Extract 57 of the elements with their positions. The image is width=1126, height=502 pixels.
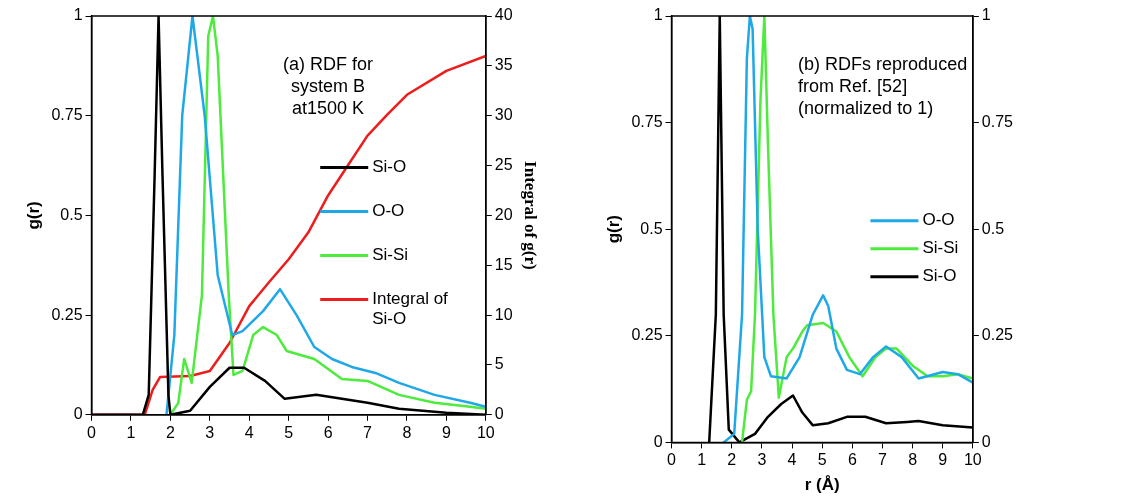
y2-tick-label: 25	[494, 155, 513, 173]
x-tick-label: 10	[476, 423, 495, 441]
x-tick-label: 4	[787, 451, 797, 469]
y-tick-label: 0.5	[60, 205, 83, 223]
y2-tick-label: 1	[981, 6, 991, 24]
x-tick-label: 3	[205, 423, 215, 441]
legend-label: Integral of Si-O	[372, 289, 449, 329]
x-tick-label: 3	[757, 451, 767, 469]
y-axis-title: g(r)	[23, 201, 43, 230]
y2-tick-label: 10	[494, 305, 513, 323]
x-tick-label: 7	[363, 423, 373, 441]
y2-tick-label: 0.5	[981, 219, 1005, 237]
x-tick-label: 6	[847, 451, 857, 469]
y-tick-label: 0.75	[631, 113, 663, 131]
legend-label: Si-Si	[372, 245, 409, 265]
y2-tick-label: 0.75	[981, 113, 1014, 131]
x-tick-label: 9	[441, 423, 451, 441]
x-tick-label: 0	[667, 451, 677, 469]
x-tick-label: 10	[963, 451, 982, 469]
legend-label: Si-Si	[922, 238, 959, 258]
y2-tick-label: 40	[494, 6, 513, 24]
y-tick-label: 0.25	[631, 326, 663, 344]
y-tick-label: 0.25	[51, 305, 83, 323]
y2-tick-label: 20	[494, 205, 513, 223]
annotation: (a) RDF for system B at1500 K	[283, 53, 374, 118]
x-tick-label: 8	[908, 451, 918, 469]
legend-label: O-O	[922, 210, 955, 230]
y2-tick-label: 5	[494, 355, 504, 373]
x-axis-title: r (Å)	[804, 475, 840, 495]
x-tick-label: 2	[165, 423, 175, 441]
y-tick-label: 1	[653, 6, 663, 24]
y2-tick-label: 35	[494, 56, 513, 74]
y-tick-label: 1	[73, 6, 83, 24]
x-tick-label: 1	[697, 451, 707, 469]
y-tick-label: 0	[73, 405, 83, 423]
y2-axis-title: Integral of g(r)	[521, 161, 541, 270]
annotation: (b) RDFs reproduced from Ref. [52] (normalized to 1)	[798, 53, 968, 118]
x-tick-label: 8	[402, 423, 412, 441]
legend-label: Si-O	[372, 157, 407, 177]
x-tick-label: 9	[938, 451, 948, 469]
x-tick-label: 7	[878, 451, 888, 469]
x-tick-label: 4	[244, 423, 254, 441]
y2-tick-label: 30	[494, 106, 513, 124]
legend-label: O-O	[372, 201, 405, 221]
y-tick-label: 0.5	[640, 219, 663, 237]
legend-label: Si-O	[922, 266, 957, 286]
y2-tick-label: 0	[494, 405, 504, 423]
x-tick-label: 1	[126, 423, 136, 441]
x-tick-label: 6	[323, 423, 333, 441]
y2-tick-label: 15	[494, 255, 513, 273]
y2-tick-label: 0.25	[981, 326, 1014, 344]
x-tick-label: 5	[284, 423, 294, 441]
x-tick-label: 5	[817, 451, 827, 469]
y-axis-title: g(r)	[603, 215, 623, 244]
x-tick-label: 0	[87, 423, 97, 441]
y-tick-label: 0.75	[51, 106, 83, 124]
x-tick-label: 2	[727, 451, 737, 469]
